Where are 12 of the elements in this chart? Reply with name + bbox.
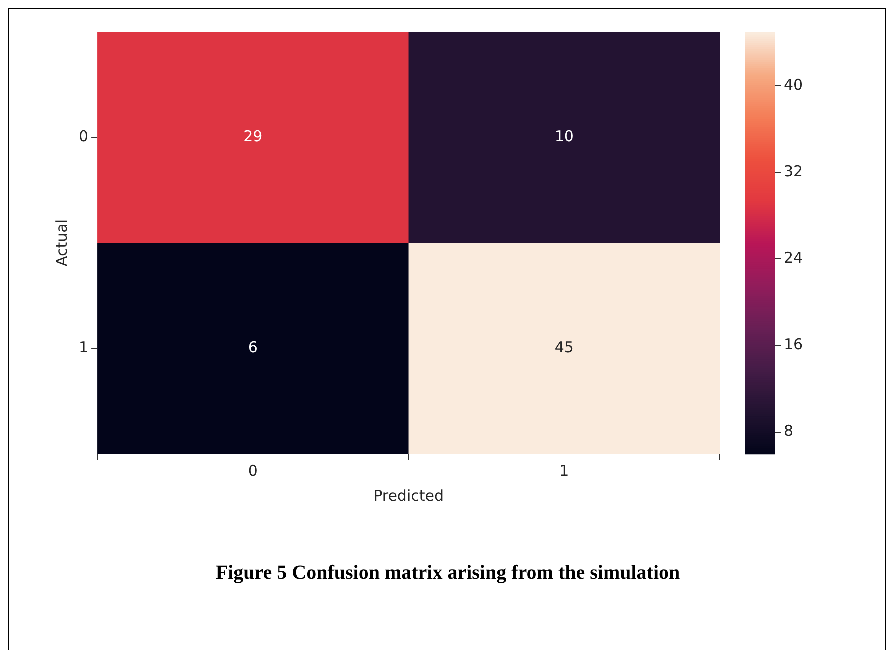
data-label: 29 xyxy=(244,127,263,146)
data-label: 6 xyxy=(248,338,258,356)
data-label: 10 xyxy=(554,127,574,146)
y-axis-title: Actual xyxy=(52,220,71,266)
caption: Figure 5 Confusion matrix arising from the simulation xyxy=(214,562,682,585)
color-bar-label: 24 xyxy=(784,249,804,268)
data-label: 45 xyxy=(554,338,574,356)
x-axis-title: Predicted xyxy=(374,486,444,505)
color-bar-label: 32 xyxy=(784,162,804,181)
color-bar-label: 16 xyxy=(784,336,804,354)
color-bar-label: 8 xyxy=(784,422,794,440)
color-bar-label: 40 xyxy=(784,76,804,94)
